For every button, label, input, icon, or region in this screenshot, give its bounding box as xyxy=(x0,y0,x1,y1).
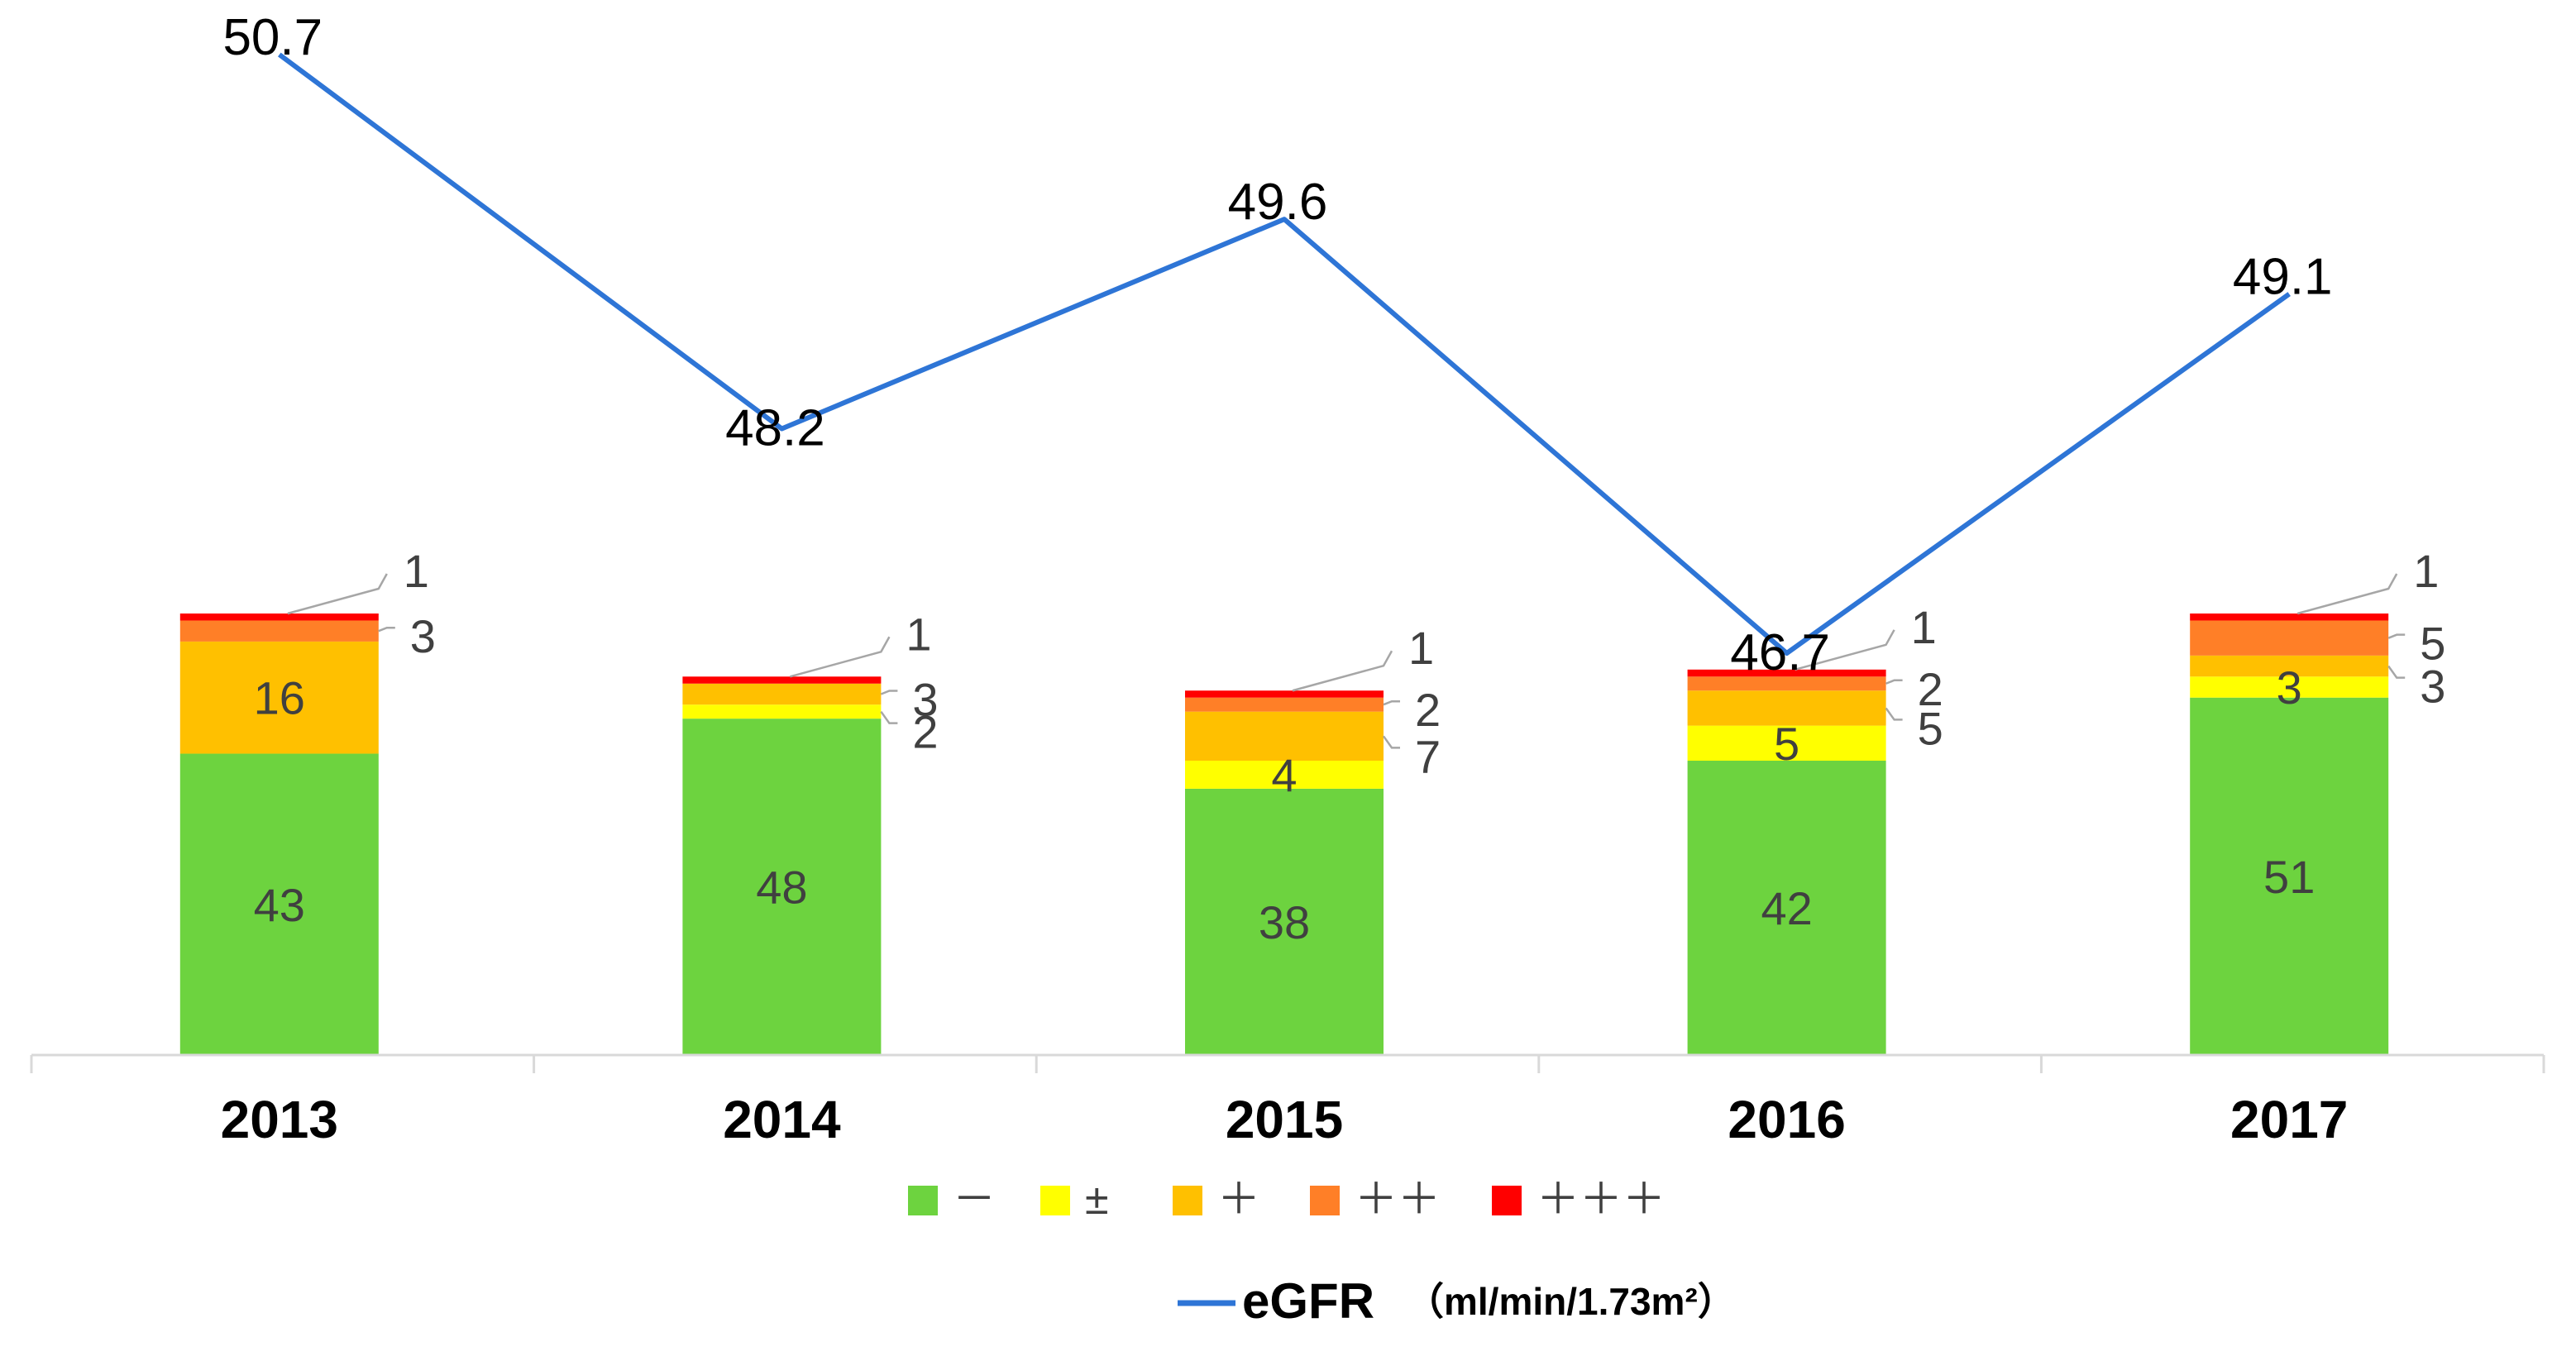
callout-leader xyxy=(1382,735,1400,749)
bar-segment-2015-3 xyxy=(1185,697,1384,712)
callout-label: 2 xyxy=(912,706,938,758)
callout-label: 3 xyxy=(410,610,436,662)
x-tick-label: 2016 xyxy=(1728,1090,1845,1149)
callout-leader xyxy=(2387,633,2406,639)
callout-leader xyxy=(1885,679,1903,685)
x-tick-label: 2017 xyxy=(2230,1090,2348,1149)
bar-segment-2015-4 xyxy=(1185,690,1384,698)
bar-segment-2013-0 xyxy=(179,753,379,1055)
callout-leader xyxy=(1885,707,1903,721)
callout-leader xyxy=(2296,573,2398,615)
segment-label: 4 xyxy=(1271,749,1297,801)
x-tick-label: 2013 xyxy=(221,1090,338,1149)
legend-swatch-4 xyxy=(1492,1186,1522,1215)
bar-segment-2016-1 xyxy=(1687,725,1886,761)
bar-segment-2017-1 xyxy=(2190,676,2389,698)
bar-segment-2013-4 xyxy=(179,614,379,621)
legend-label-1: ± xyxy=(1085,1176,1109,1224)
bar-segment-2017-3 xyxy=(2190,620,2389,656)
bar-segment-2015-1 xyxy=(1185,761,1384,789)
segment-label: 43 xyxy=(254,879,305,931)
callout-leader xyxy=(1795,629,1895,671)
bar-segment-2016-4 xyxy=(1687,669,1886,677)
egfr-data-label: 49.1 xyxy=(2233,249,2333,306)
callout-leader xyxy=(378,626,395,633)
egfr-data-label: 48.2 xyxy=(725,400,825,457)
bar-segment-2015-2 xyxy=(1185,711,1384,761)
callout-label: 5 xyxy=(1918,702,1943,754)
bar-segment-2017-2 xyxy=(2190,655,2389,677)
legend-label-0: － xyxy=(953,1176,996,1224)
bar-segment-2016-0 xyxy=(1687,761,1886,1055)
bar-segment-2017-4 xyxy=(2190,614,2389,621)
bar-segment-2017-0 xyxy=(2190,697,2389,1055)
legend-label-3: ＋＋ xyxy=(1355,1176,1441,1224)
legend-swatch-0 xyxy=(908,1186,938,1215)
segment-label: 51 xyxy=(2263,851,2315,903)
segment-label: 3 xyxy=(2277,661,2302,714)
callout-label: 2 xyxy=(1415,684,1441,736)
callout-leader xyxy=(790,636,891,678)
bar-segment-2013-3 xyxy=(179,620,379,642)
legend-swatch-1 xyxy=(1040,1186,1070,1215)
callout-label: 1 xyxy=(1408,622,1434,674)
callout-leader xyxy=(2387,665,2406,679)
callout-leader xyxy=(880,710,898,724)
bar-segment-2014-4 xyxy=(682,676,882,684)
legend-line-unit: （ml/min/1.73m²） xyxy=(1406,1280,1736,1323)
callout-label: 3 xyxy=(912,673,938,725)
egfr-line xyxy=(278,52,2291,656)
callout-label: 7 xyxy=(1415,730,1441,782)
egfr-data-label: 50.7 xyxy=(222,9,323,66)
segment-label: 42 xyxy=(1761,882,1812,934)
legend: － ± ＋＋＋ ＋＋＋eGFR （ml/min/1.73m²） xyxy=(908,1176,1736,1329)
x-axis: 2013 2014 2015 2016 2017 xyxy=(30,1053,2545,1149)
legend-label-4: ＋＋＋ xyxy=(1537,1176,1666,1224)
callout-label: 2 xyxy=(1918,663,1943,715)
egfr-line-layer: 50.7 48.2 49.6 46.7 49.1 xyxy=(222,9,2332,681)
bar-segment-2016-3 xyxy=(1687,676,1886,691)
segment-label: 16 xyxy=(254,672,305,724)
x-tick-label: 2015 xyxy=(1226,1090,1343,1149)
callout-label: 1 xyxy=(2413,545,2439,597)
egfr-data-label: 46.7 xyxy=(1730,624,1830,681)
bar-segment-2014-2 xyxy=(682,683,882,705)
egfr-data-label: 49.6 xyxy=(1228,174,1328,231)
callout-leader xyxy=(1383,699,1400,706)
x-tick-label: 2014 xyxy=(723,1090,841,1149)
segment-label: 38 xyxy=(1259,896,1310,948)
bar-segment-2014-0 xyxy=(682,719,882,1055)
legend-swatch-3 xyxy=(1310,1186,1340,1215)
segment-label: 5 xyxy=(1774,718,1799,770)
bar-segment-2015-0 xyxy=(1185,788,1384,1055)
bar-segment-2013-2 xyxy=(179,641,379,754)
callout-label: 1 xyxy=(1911,601,1937,653)
callout-leader xyxy=(880,690,898,695)
segment-label: 48 xyxy=(756,862,807,914)
callout-label: 1 xyxy=(404,545,429,597)
legend-swatch-2 xyxy=(1173,1186,1202,1215)
callout-label: 1 xyxy=(906,608,931,660)
callout-leader xyxy=(287,573,388,615)
legend-label-2: ＋ xyxy=(1217,1176,1260,1224)
callout-label: 5 xyxy=(2420,618,2445,670)
callout-leader xyxy=(1292,650,1393,692)
bar-segment-2016-2 xyxy=(1687,690,1886,726)
callout-label: 3 xyxy=(2420,661,2445,713)
bar-segment-2014-1 xyxy=(682,704,882,719)
legend-line-label: eGFR xyxy=(1242,1273,1374,1329)
